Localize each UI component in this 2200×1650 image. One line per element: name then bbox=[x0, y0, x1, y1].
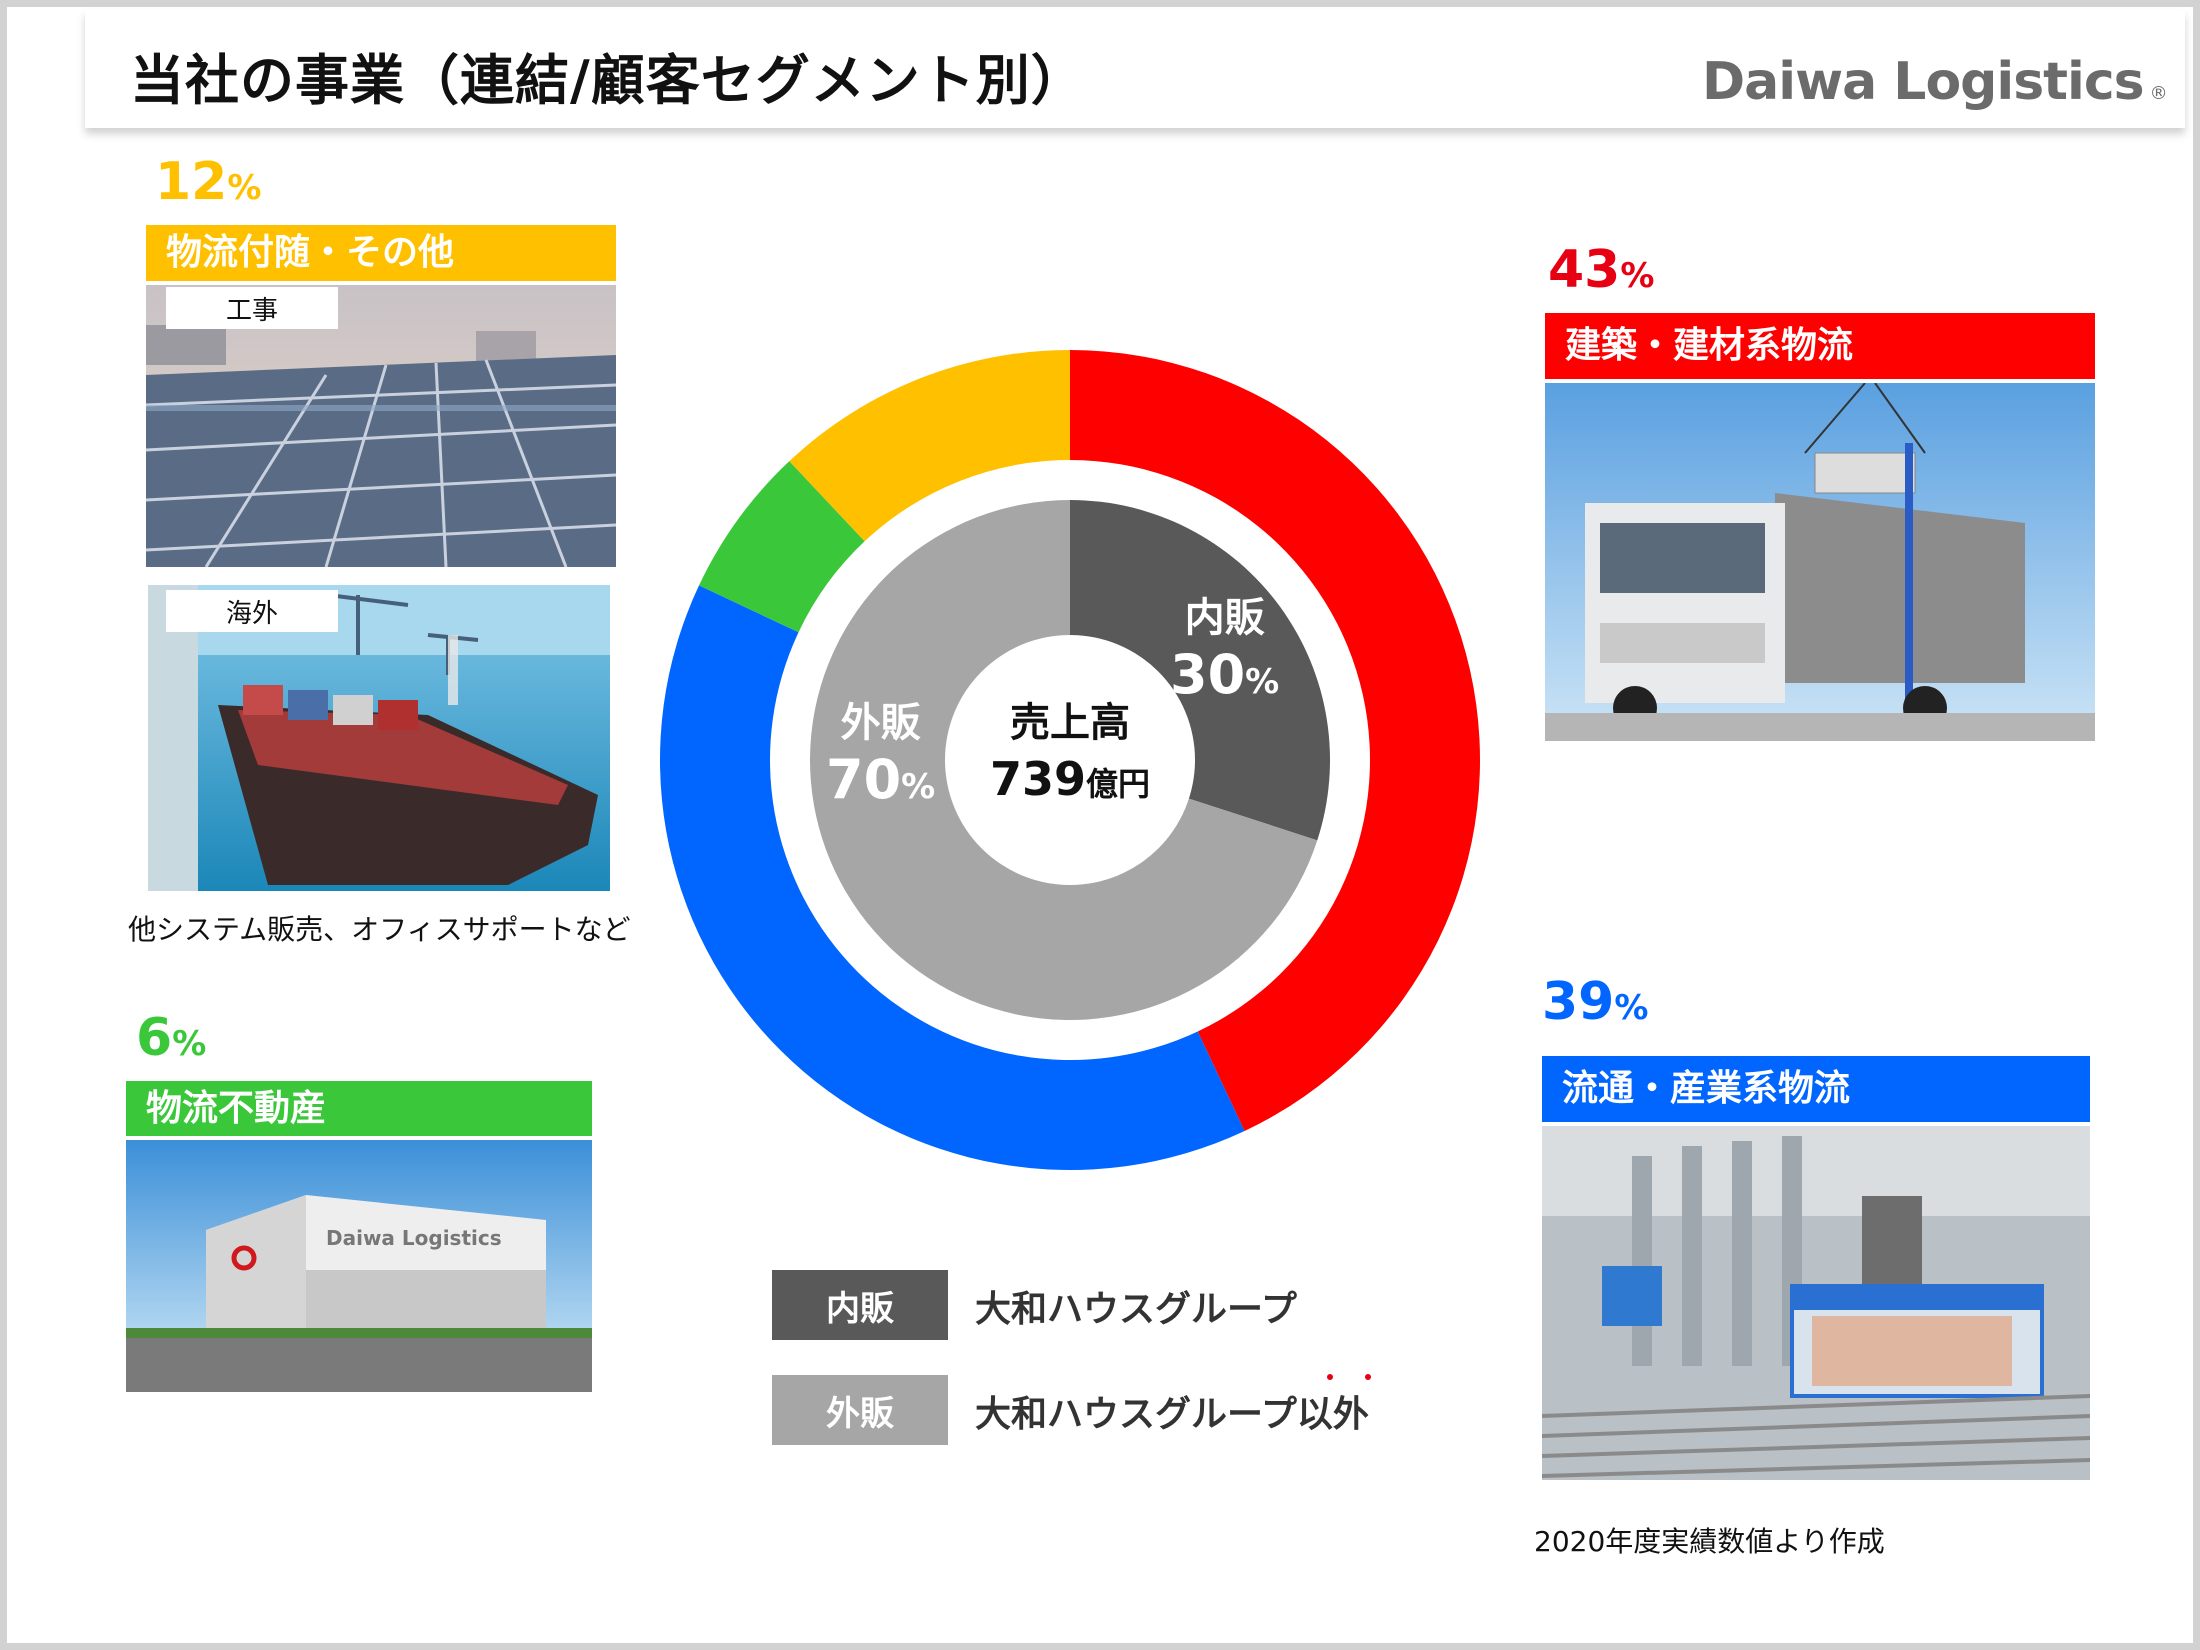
svg-text:Daiwa Logistics: Daiwa Logistics bbox=[326, 1226, 502, 1250]
footnote: 2020年度実績数値より作成 bbox=[1534, 1525, 1885, 1558]
real-estate-segment-header: 物流不動産 bbox=[126, 1081, 592, 1136]
legend-internal-box: 内販 bbox=[772, 1270, 948, 1340]
legend-external-text: 大和ハウスグループ以外 bbox=[975, 1385, 1369, 1437]
other-segment-header: 物流付随・その他 bbox=[146, 225, 616, 281]
warehouse-conveyor-photo bbox=[1542, 1126, 2090, 1480]
overseas-tag: 海外 bbox=[166, 590, 338, 632]
external-sales-percent-symbol: % bbox=[901, 767, 936, 807]
external-sales-percent-value: 70 bbox=[826, 748, 902, 811]
segment-donut-chart bbox=[660, 350, 1480, 1170]
other-caption: 他システム販売、オフィスサポートなど bbox=[128, 913, 631, 946]
segment-slice-2 bbox=[699, 461, 865, 633]
cargo-ship-photo bbox=[148, 585, 610, 891]
external-sales-percent: 70% bbox=[826, 748, 935, 811]
sales-total-label: 売上高 bbox=[1010, 700, 1130, 746]
external-sales-label: 外販 70% bbox=[826, 690, 935, 811]
distribution-percent-value: 39 bbox=[1542, 972, 1615, 1032]
title-bar bbox=[85, 10, 2185, 128]
internal-sales-label: 内販 30% bbox=[1170, 585, 1279, 706]
distribution-segment-header: 流通・産業系物流 bbox=[1542, 1056, 2090, 1122]
distribution-percent: 39% bbox=[1542, 972, 1648, 1032]
construction-percent: 43% bbox=[1548, 240, 1654, 300]
other-percent-symbol: % bbox=[227, 168, 262, 208]
construction-percent-value: 43 bbox=[1548, 240, 1621, 300]
warehouse-photo: Daiwa Logistics bbox=[126, 1140, 592, 1392]
outer-ring bbox=[660, 350, 1480, 1170]
emphasis-dot-2 bbox=[1365, 1374, 1371, 1380]
distribution-percent-symbol: % bbox=[1614, 988, 1649, 1028]
sales-total-value-line: 739億円 bbox=[950, 752, 1190, 806]
legend-external-main: 大和ハウスグループ bbox=[975, 1394, 1297, 1435]
logo-text: Daiwa Logistics bbox=[1702, 52, 2145, 112]
sales-total-unit: 億円 bbox=[1086, 765, 1151, 803]
internal-sales-percent-value: 30 bbox=[1170, 643, 1246, 706]
external-sales-name: 外販 bbox=[840, 700, 921, 746]
real-estate-percent-value: 6 bbox=[136, 1008, 173, 1068]
segment-slice-3 bbox=[789, 350, 1070, 542]
other-percent: 12% bbox=[155, 152, 261, 212]
emphasis-dot-1 bbox=[1327, 1374, 1333, 1380]
company-logo: Daiwa Logistics ® bbox=[1702, 52, 2168, 112]
legend-external-box: 外販 bbox=[772, 1375, 948, 1445]
center-hole bbox=[945, 635, 1195, 885]
sales-total-value: 739 bbox=[989, 752, 1086, 806]
legend-internal-text: 大和ハウスグループ bbox=[975, 1289, 1297, 1330]
real-estate-percent-symbol: % bbox=[172, 1024, 207, 1064]
segment-slice-0 bbox=[1070, 350, 1480, 1131]
construction-segment-header: 建築・建材系物流 bbox=[1545, 313, 2095, 379]
solar-panels-photo bbox=[146, 285, 616, 567]
legend-external-emphasis: 以外 bbox=[1296, 1394, 1369, 1435]
truck-photo bbox=[1545, 383, 2095, 741]
internal-sales-name: 内販 bbox=[1184, 595, 1265, 641]
construction-tag: 工事 bbox=[166, 287, 338, 329]
other-percent-value: 12 bbox=[155, 152, 228, 212]
segment-slice-1 bbox=[660, 585, 1245, 1170]
real-estate-percent: 6% bbox=[136, 1008, 206, 1068]
internal-sales-percent-symbol: % bbox=[1245, 662, 1280, 702]
sales-total: 売上高 739億円 bbox=[950, 690, 1190, 806]
page-title: 当社の事業（連結/顧客セグメント別） bbox=[130, 49, 1086, 112]
internal-sales-percent: 30% bbox=[1170, 643, 1279, 706]
registered-mark: ® bbox=[2149, 83, 2168, 104]
construction-percent-symbol: % bbox=[1620, 256, 1655, 296]
